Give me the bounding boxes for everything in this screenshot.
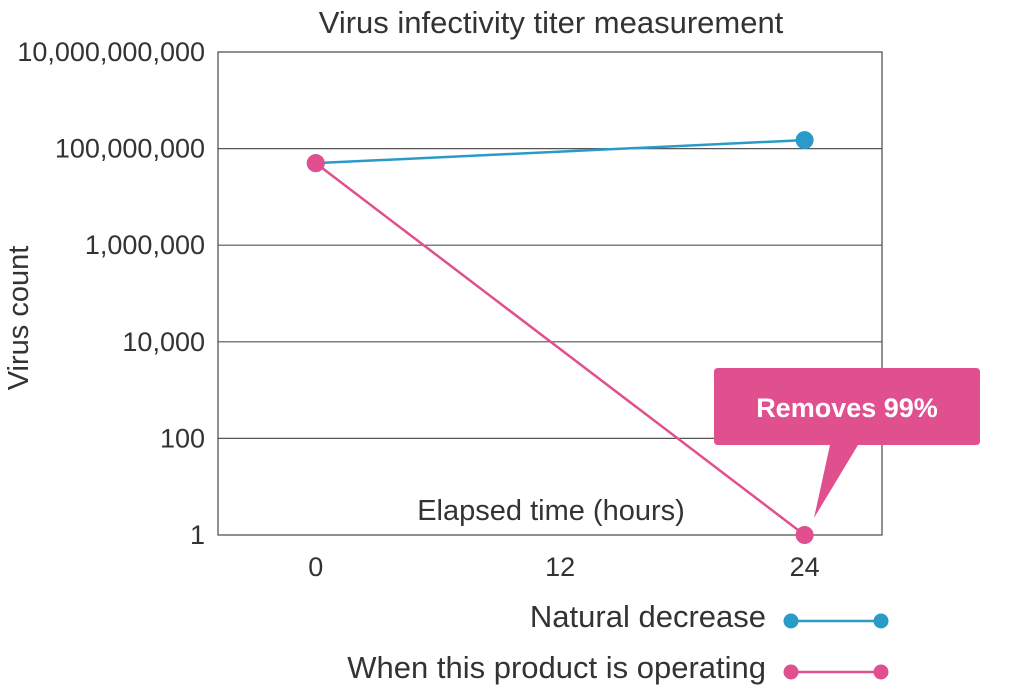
x-tick-label: 12 xyxy=(545,552,575,582)
x-axis-title: Elapsed time (hours) xyxy=(417,495,685,527)
legend-label: Natural decrease xyxy=(530,599,766,634)
series xyxy=(306,131,814,544)
series-line-2 xyxy=(315,162,806,536)
series-point xyxy=(795,526,814,544)
legend-swatch-dot xyxy=(783,664,799,680)
legend: Natural decrease When this product is ope… xyxy=(347,599,889,685)
callout-removes-99: Removes 99% xyxy=(714,368,980,518)
y-tick-label: 100 xyxy=(160,423,205,453)
legend-swatch-dot xyxy=(873,664,889,680)
x-axis: 0 12 24 xyxy=(308,552,819,582)
chart-title: Virus infectivity titer measurement xyxy=(319,5,784,40)
x-tick-label: 24 xyxy=(790,552,820,582)
y-tick-label: 1 xyxy=(190,520,205,550)
legend-swatch-dot xyxy=(783,613,799,629)
x-tick-label: 0 xyxy=(308,552,323,582)
legend-label: When this product is operating xyxy=(347,650,766,685)
y-tick-label: 1,000,000 xyxy=(85,230,205,260)
y-tick-label: 10,000 xyxy=(122,327,205,357)
series-line-1 xyxy=(315,138,805,165)
y-tick-label: 10,000,000,000 xyxy=(17,37,205,67)
series-point xyxy=(795,131,814,150)
callout-label: Removes 99% xyxy=(756,393,938,423)
legend-swatch-dot xyxy=(873,613,889,629)
callout-bubble xyxy=(714,368,980,518)
y-axis: 1 100 10,000 1,000,000 100,000,000 10,000,000… xyxy=(17,37,205,550)
y-tick-label: 100,000,000 xyxy=(55,134,205,164)
plot-area xyxy=(217,51,883,536)
y-axis-title: Virus count xyxy=(3,246,35,391)
series-point xyxy=(306,154,325,173)
